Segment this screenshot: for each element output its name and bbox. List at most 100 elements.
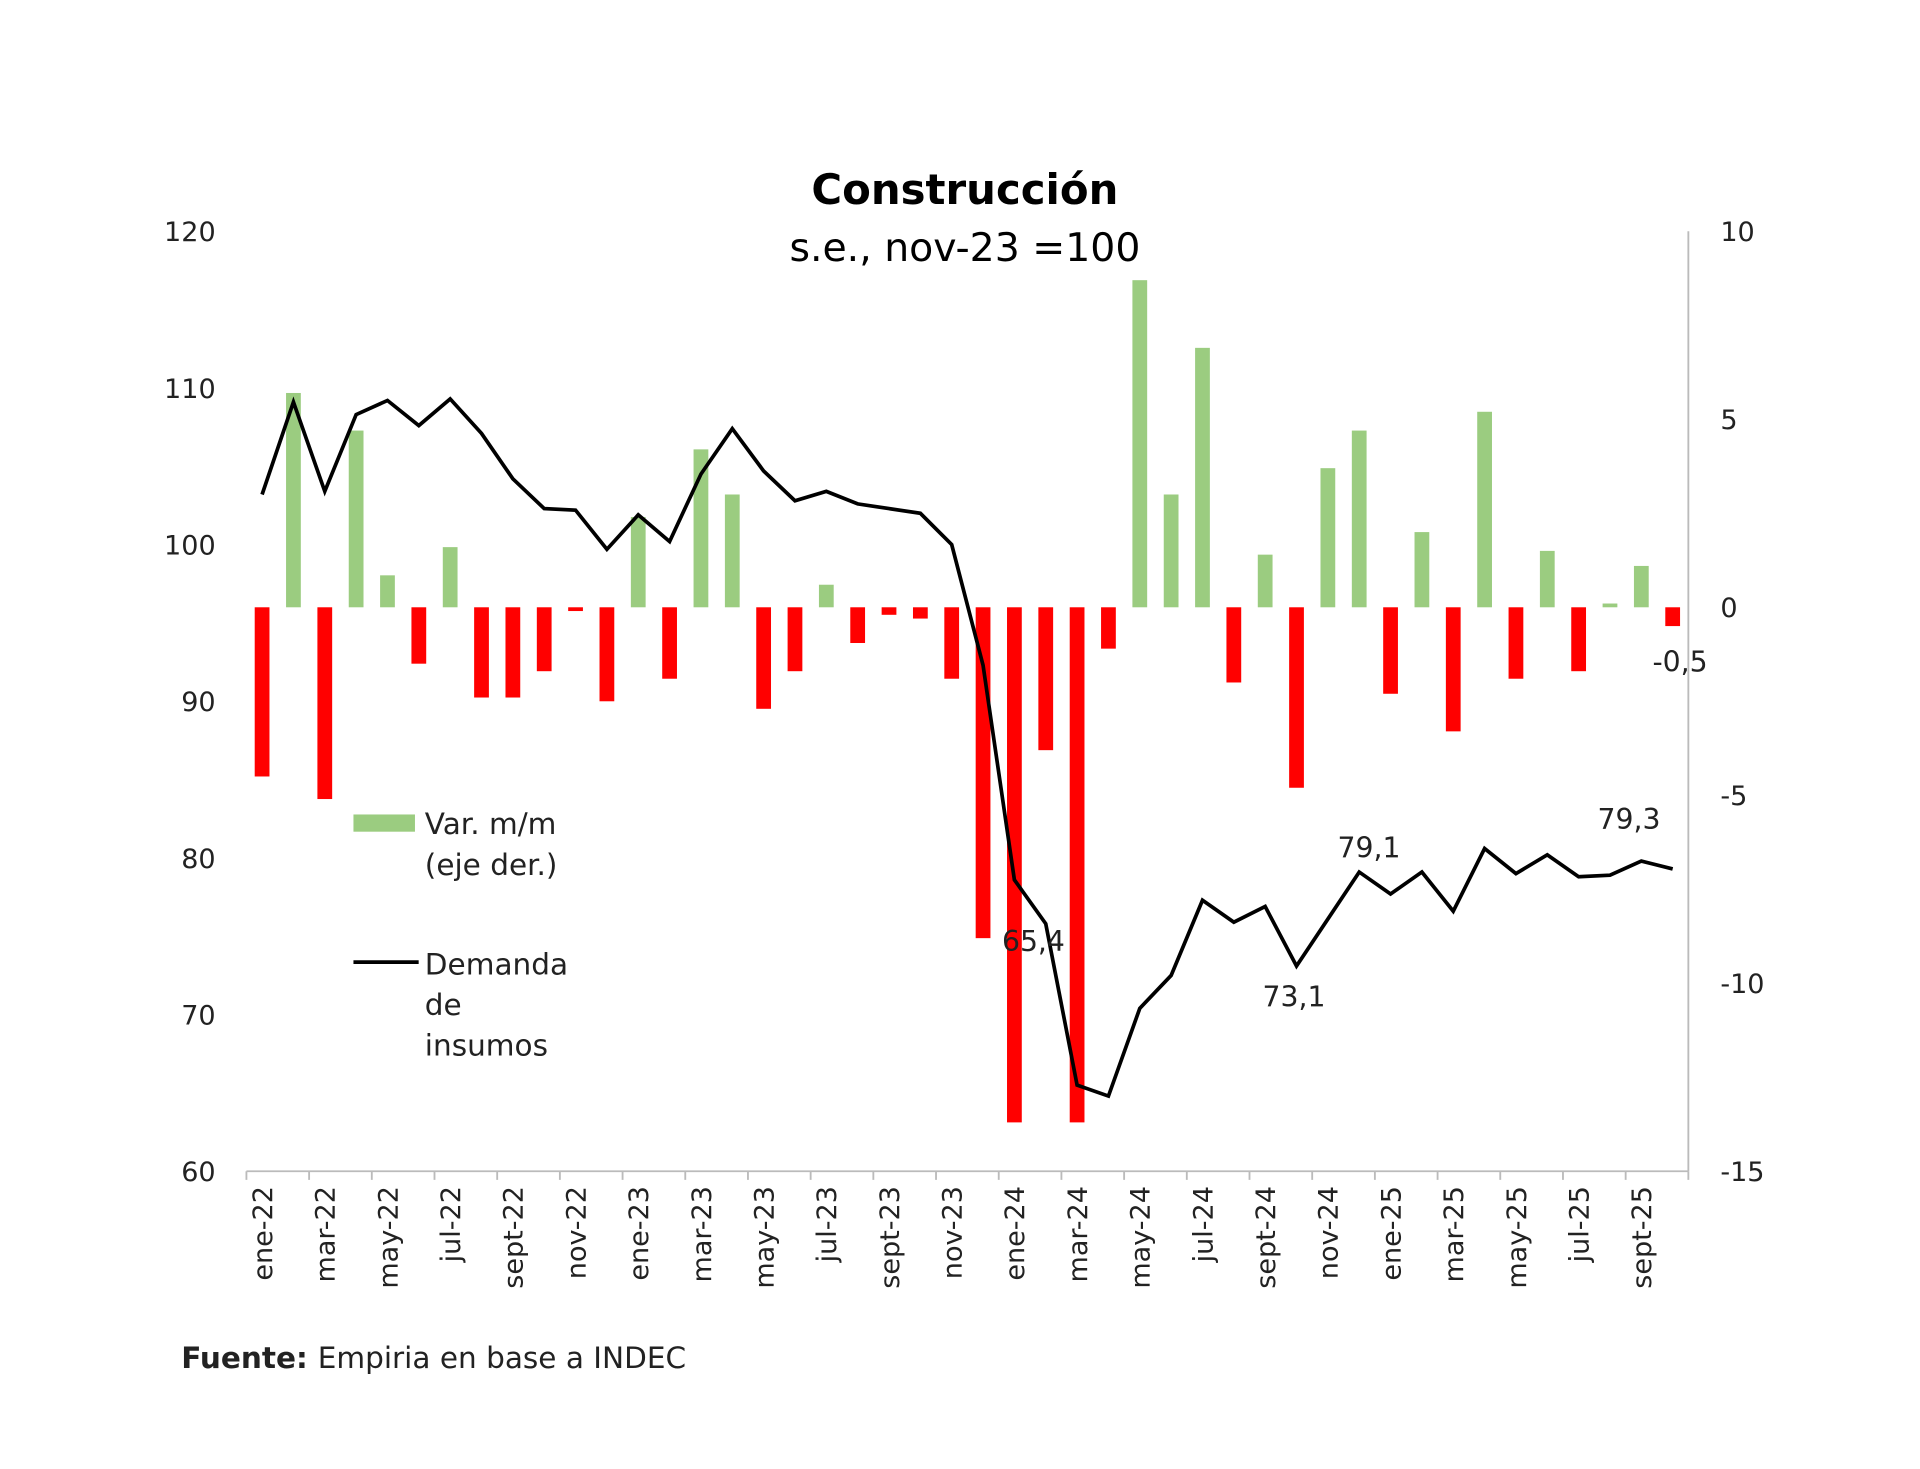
bar [975, 607, 991, 939]
bar [1477, 411, 1492, 608]
x-axis-tick-label: sept-24 [1251, 1186, 1282, 1289]
x-axis-tick-label: may-25 [1502, 1186, 1533, 1289]
x-axis-tick-label: mar-25 [1439, 1186, 1470, 1282]
bar [912, 607, 928, 619]
bar [474, 607, 489, 698]
x-axis-tick-label: mar-23 [687, 1186, 718, 1283]
data-label: 73,1 [1263, 981, 1326, 1014]
bar [1414, 532, 1430, 608]
x-axis-tick-label: ene-24 [1000, 1186, 1031, 1281]
x-axis-tick-label: may-24 [1126, 1186, 1157, 1289]
bar [505, 607, 521, 698]
legend-bar-swatch [353, 814, 415, 832]
x-axis-tick-label: jul-23 [812, 1186, 843, 1263]
x-axis-tick-label: ene-22 [248, 1186, 279, 1281]
legend-label: de [425, 988, 462, 1022]
bar [1351, 430, 1367, 608]
bar [1069, 607, 1085, 1123]
x-axis-tick-label: jul-24 [1188, 1186, 1219, 1263]
bar [787, 607, 803, 672]
source-text: Empiria en base a INDEC [318, 1341, 686, 1375]
x-axis-tick-label: nov-24 [1314, 1186, 1345, 1279]
left-axis-tick-label: 80 [181, 844, 215, 875]
chart-title: Construcción [811, 165, 1118, 214]
right-axis-tick-label: 10 [1720, 217, 1754, 248]
right-axis-tick-label: -5 [1720, 781, 1747, 812]
bar [1539, 550, 1555, 608]
bar [1163, 494, 1179, 608]
bar [1007, 607, 1022, 1123]
bar [662, 607, 677, 679]
bar [1508, 607, 1524, 679]
legend: Var. m/m (eje der.) Demanda de insumos [353, 807, 568, 1063]
x-axis-tick-label: jul-22 [436, 1186, 467, 1263]
left-axis-tick-label: 70 [181, 1000, 215, 1031]
data-label: -0,5 [1652, 645, 1707, 678]
bar [536, 607, 552, 672]
line-series [260, 396, 1674, 1099]
bar [1289, 607, 1304, 788]
left-axis-tick-label: 60 [181, 1157, 215, 1188]
data-label: 79,1 [1338, 831, 1401, 864]
data-label: 65,4 [1002, 925, 1065, 958]
x-axis-tick-label: sept-22 [499, 1186, 530, 1289]
bar [1195, 347, 1210, 608]
x-axis-tick-label: jul-25 [1564, 1186, 1595, 1263]
bar [818, 584, 834, 608]
bar [1320, 468, 1336, 608]
bar [317, 607, 333, 800]
x-axis-tick-label: mar-24 [1063, 1186, 1094, 1283]
left-axis-tick-label: 100 [164, 530, 216, 561]
bar [1665, 607, 1681, 627]
bar [380, 575, 395, 608]
bar [944, 607, 960, 679]
legend-label: Var. m/m [425, 807, 557, 841]
bar [756, 607, 772, 709]
bar [1101, 607, 1116, 649]
left-axis-tick-label: 90 [181, 687, 215, 718]
bar [850, 607, 866, 644]
bar [599, 607, 615, 702]
bar [442, 547, 458, 608]
legend-label: (eje der.) [425, 848, 558, 882]
bar [1602, 603, 1618, 608]
bar [1132, 280, 1148, 608]
bar [693, 449, 709, 608]
source-label: Fuente: [181, 1341, 308, 1375]
x-axis-tick-label: sept-25 [1627, 1186, 1658, 1289]
right-axis-tick-label: 0 [1720, 593, 1737, 624]
left-axis-tick-label: 120 [164, 217, 216, 248]
bar [630, 517, 646, 608]
chart-subtitle: s.e., nov-23 =100 [789, 225, 1140, 271]
bar [1257, 554, 1273, 608]
x-axis-tick-label: mar-22 [311, 1186, 342, 1283]
right-axis-tick-label: -10 [1720, 969, 1764, 1000]
x-axis-tick-label: may-22 [373, 1186, 404, 1289]
x-axis-tick-label: ene-23 [624, 1186, 655, 1281]
bar [568, 607, 583, 612]
data-label: 79,3 [1598, 803, 1661, 836]
x-axis-tick-label: nov-22 [561, 1186, 592, 1279]
bar [724, 494, 740, 608]
bar [1383, 607, 1398, 694]
x-axis-tick-label: may-23 [749, 1186, 780, 1289]
x-axis-tick-label: sept-23 [875, 1186, 906, 1289]
legend-label: Demanda [425, 947, 568, 981]
source-note: Fuente: Empiria en base a INDEC [181, 1341, 686, 1375]
bar [881, 607, 897, 615]
bar [411, 607, 427, 664]
left-axis-tick-label: 110 [164, 374, 216, 405]
bar [348, 430, 364, 608]
bar [1038, 607, 1054, 751]
x-axis-tick-label: ene-25 [1376, 1186, 1407, 1281]
bar [1633, 565, 1649, 608]
x-axis-tick-label: nov-23 [938, 1186, 969, 1279]
legend-label: insumos [425, 1029, 548, 1063]
bar [286, 392, 301, 608]
bar [1445, 607, 1461, 732]
bar [1226, 607, 1242, 683]
bar [1571, 607, 1587, 672]
right-axis-tick-label: -15 [1720, 1157, 1764, 1188]
bar [254, 607, 270, 777]
